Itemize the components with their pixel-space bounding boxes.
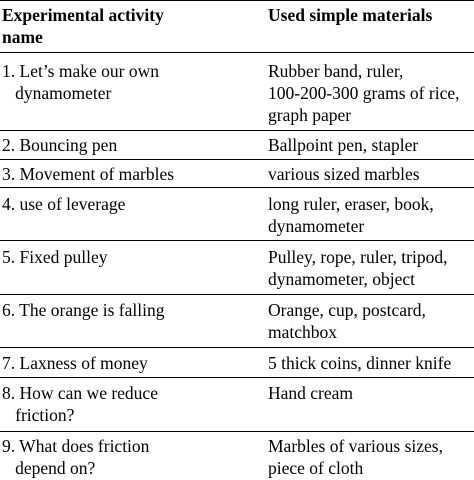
table-top-rule [0, 0, 474, 1]
table-row-materials: Hand cream [268, 383, 354, 403]
table-row-activity: 1. Let’s make our own dynamometer [2, 61, 159, 103]
row-divider [0, 130, 474, 131]
table-row-activity: 8. How can we reduce friction? [2, 383, 158, 425]
table-row-materials: Rubber band, ruler, 100-200-300 grams of… [268, 61, 460, 125]
table-row-materials: Pulley, rope, ruler, tripod, dynamometer… [268, 247, 448, 289]
table-row-materials: various sized marbles [268, 164, 420, 184]
row-divider [0, 347, 474, 348]
table-row-materials: Marbles of various sizes, piece of cloth [268, 436, 443, 478]
table-row-materials: long ruler, eraser, book, dynamometer [268, 194, 434, 236]
row-divider [0, 377, 474, 378]
table-row-materials: Orange, cup, postcard, matchbox [268, 300, 426, 342]
row-divider [0, 240, 474, 241]
table-row-activity: 3. Movement of marbles [2, 164, 175, 184]
header-bottom-rule [0, 52, 474, 53]
table-row-materials: 5 thick coins, dinner knife [268, 353, 452, 373]
table-row-activity: 2. Bouncing pen [2, 135, 118, 155]
table-row-activity: 4. use of leverage [2, 194, 126, 214]
table-row-activity: 9. What does friction depend on? [2, 436, 150, 478]
table-row-activity: 6. The orange is falling [2, 300, 165, 320]
header-materials: Used simple materials [268, 5, 433, 25]
table-row-materials: Ballpoint pen, stapler [268, 135, 419, 155]
row-divider [0, 159, 474, 160]
row-divider [0, 294, 474, 295]
row-divider [0, 431, 474, 432]
table-row-activity: 5. Fixed pulley [2, 247, 108, 267]
table-row-activity: 7. Laxness of money [2, 353, 148, 373]
row-divider [0, 187, 474, 188]
header-activity: Experimental activity name [2, 5, 164, 47]
